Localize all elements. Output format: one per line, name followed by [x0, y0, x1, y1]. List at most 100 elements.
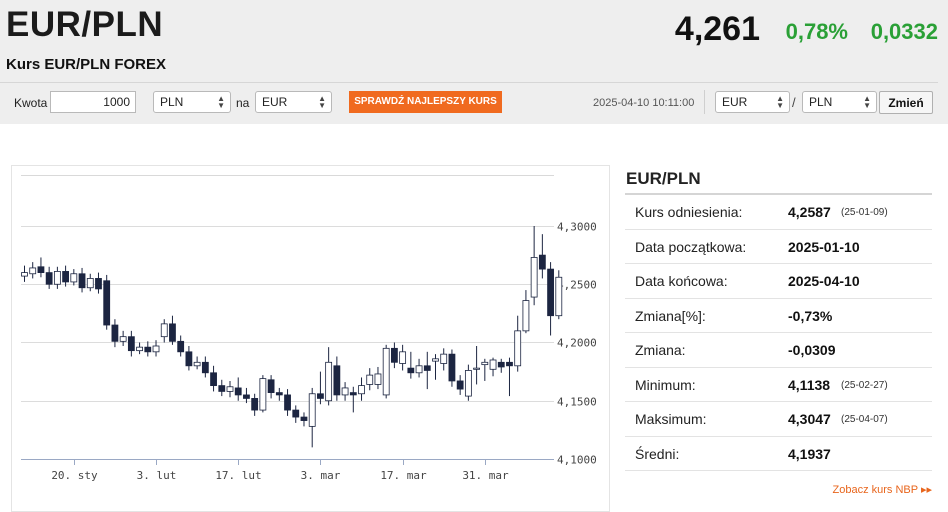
info-value: 4,2587 [788, 204, 831, 220]
candle-body [45, 272, 53, 285]
candlestick-chart[interactable]: 4,1000 4,1500 4,2000 4,2500 4,3000 20. sty 3. … [11, 165, 610, 512]
info-row-average: Średni: 4,1937 [625, 437, 932, 471]
candle-body [21, 272, 28, 277]
candle-body [218, 385, 226, 392]
candle-body [169, 323, 176, 342]
info-label: Zmiana[%]: [635, 307, 706, 324]
info-value: 2025-04-10 [788, 273, 860, 289]
info-label: Kurs odniesienia: [635, 204, 743, 220]
candle-body [284, 394, 291, 411]
candle-body [382, 347, 390, 396]
candle-body [440, 353, 448, 364]
candle-body [226, 386, 234, 392]
candle-body [234, 387, 242, 396]
info-row-minimum: Minimum: 4,1138 (25-02-27) [625, 368, 932, 402]
candle-body [127, 336, 135, 352]
candle-body [555, 276, 563, 317]
amount-input[interactable]: 1000 [50, 91, 136, 113]
y-tick-label: 4,1500 [557, 396, 597, 409]
candle-body [292, 409, 300, 418]
candle-body [333, 365, 341, 396]
info-label: Zmiana: [635, 342, 686, 358]
toolbar-divider [704, 90, 705, 114]
candle-body [423, 365, 431, 371]
select-arrows-icon: ▲ ▼ [318, 94, 326, 110]
info-label: Średni: [635, 445, 680, 462]
candle-body [111, 324, 119, 342]
y-tick-label: 4,2500 [557, 279, 597, 292]
candle-body [390, 347, 398, 363]
x-tick-label: 20. sty [51, 469, 98, 482]
base-currency-value: EUR [722, 95, 748, 109]
candle-body [152, 345, 160, 353]
candle-body [325, 361, 333, 402]
info-row-reference: Kurs odniesienia: 4,2587 (25-01-09) [625, 195, 932, 230]
candle-body [119, 336, 127, 342]
candle-body [473, 367, 481, 370]
y-tick-label: 4,2000 [557, 337, 597, 350]
to-currency-value: EUR [262, 95, 288, 109]
info-label: Maksimum: [635, 411, 707, 427]
base-currency-select[interactable]: EUR ▲ ▼ [715, 91, 790, 113]
candle-body [267, 379, 275, 393]
candle-body [259, 378, 267, 411]
candle-body [374, 373, 382, 385]
pair-title: EUR/PLN [6, 5, 164, 44]
info-row-change: Zmiana: -0,0309 [625, 333, 932, 368]
candle-body [201, 361, 209, 374]
candle-body [366, 374, 374, 385]
candle-body [464, 370, 472, 397]
y-tick-label: 4,3000 [557, 221, 597, 234]
candle-body [489, 359, 497, 370]
info-value: 4,1937 [788, 445, 831, 462]
page-subtitle: Kurs EUR/PLN FOREX [6, 56, 167, 73]
candle-body [29, 267, 37, 275]
info-row-maximum: Maksimum: 4,3047 (25-04-07) [625, 402, 932, 437]
candle-body [481, 361, 489, 366]
candle-body [538, 254, 546, 270]
info-value: 2025-01-10 [788, 238, 860, 255]
info-date: (25-04-07) [841, 414, 888, 425]
candle-body [407, 367, 415, 374]
info-label: Data początkowa: [635, 238, 747, 255]
x-tick-label: 3. lut [137, 469, 177, 482]
candle-body [308, 393, 316, 427]
candle-body [448, 353, 456, 382]
select-arrows-icon: ▲ ▼ [217, 94, 225, 110]
candle-body [185, 351, 193, 367]
candle-body [243, 394, 250, 399]
current-price: 4,261 [674, 10, 760, 48]
candle-body [358, 385, 365, 395]
info-row-start-date: Data początkowa: 2025-01-10 [625, 230, 932, 264]
info-label: Minimum: [635, 376, 696, 393]
from-currency-select[interactable]: PLN ▲ ▼ [153, 91, 231, 113]
candle-body [70, 273, 78, 283]
candle-body [210, 372, 217, 387]
info-panel: EUR/PLN Kurs odniesienia: 4,2587 (25-01-… [625, 165, 932, 471]
info-value: 4,1138 [788, 376, 831, 393]
pair-separator: / [792, 95, 796, 110]
candle-body [144, 346, 152, 353]
change-absolute: 0,0332 [870, 19, 938, 44]
candle-body [53, 271, 61, 285]
to-currency-select[interactable]: EUR ▲ ▼ [255, 91, 332, 113]
info-row-change-pct: Zmiana[%]: -0,73% [625, 299, 932, 333]
candle-body [103, 280, 111, 326]
candle-body [160, 323, 168, 338]
info-label: Data końcowa: [635, 273, 728, 289]
amount-label: Kwota [14, 96, 48, 110]
best-rate-button[interactable]: SPRAWDŹ NAJLEPSZY KURS [349, 91, 502, 113]
nbp-rate-link[interactable]: Zobacz kurs NBP ▸▸ [832, 484, 932, 496]
quote-currency-select[interactable]: PLN ▲ ▼ [802, 91, 877, 113]
info-value: -0,0309 [788, 342, 836, 358]
from-currency-value: PLN [160, 95, 184, 109]
info-value: -0,73% [788, 307, 833, 324]
quote-currency-value: PLN [809, 95, 833, 109]
change-pair-button[interactable]: Zmień [879, 91, 933, 114]
candle-body [415, 365, 423, 374]
candle-body [78, 273, 86, 289]
x-tick-label: 31. mar [462, 469, 509, 482]
info-date: (25-02-27) [841, 379, 888, 391]
candle-body [62, 271, 69, 283]
y-tick-label: 4,1000 [557, 454, 597, 467]
